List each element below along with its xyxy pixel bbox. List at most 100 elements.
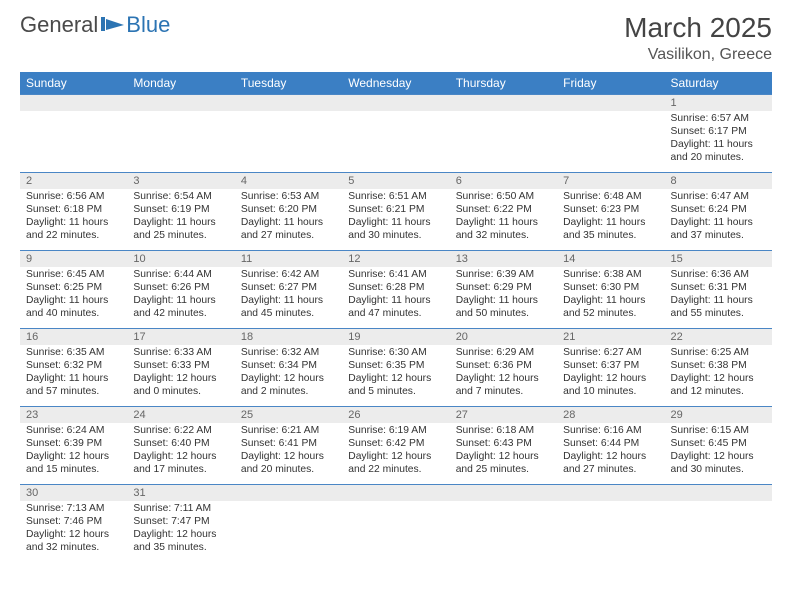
calendar-table: Sunday Monday Tuesday Wednesday Thursday… (20, 72, 772, 563)
day-cell: 4Sunrise: 6:53 AMSunset: 6:20 PMDaylight… (235, 173, 342, 251)
day-details: Sunrise: 6:27 AMSunset: 6:37 PMDaylight:… (557, 345, 664, 400)
empty-daynum (342, 485, 449, 501)
day-number: 30 (20, 485, 127, 501)
sunset-text: Sunset: 6:39 PM (26, 438, 121, 451)
sunrise-text: Sunrise: 6:53 AM (241, 191, 336, 204)
daylight-text: Daylight: 11 hours and 25 minutes. (133, 217, 228, 243)
day-number: 3 (127, 173, 234, 189)
sunrise-text: Sunrise: 6:16 AM (563, 425, 658, 438)
daylight-text: Daylight: 12 hours and 10 minutes. (563, 373, 658, 399)
day-details: Sunrise: 6:16 AMSunset: 6:44 PMDaylight:… (557, 423, 664, 478)
day-details: Sunrise: 7:11 AMSunset: 7:47 PMDaylight:… (127, 501, 234, 556)
day-header: Friday (557, 72, 664, 95)
sunset-text: Sunset: 6:30 PM (563, 282, 658, 295)
sunrise-text: Sunrise: 7:11 AM (133, 503, 228, 516)
day-cell: 31Sunrise: 7:11 AMSunset: 7:47 PMDayligh… (127, 485, 234, 563)
day-number: 26 (342, 407, 449, 423)
daylight-text: Daylight: 11 hours and 40 minutes. (26, 295, 121, 321)
day-cell (450, 485, 557, 563)
day-cell: 7Sunrise: 6:48 AMSunset: 6:23 PMDaylight… (557, 173, 664, 251)
day-cell: 15Sunrise: 6:36 AMSunset: 6:31 PMDayligh… (665, 251, 772, 329)
day-cell: 30Sunrise: 7:13 AMSunset: 7:46 PMDayligh… (20, 485, 127, 563)
sunset-text: Sunset: 6:17 PM (671, 126, 766, 139)
sunrise-text: Sunrise: 6:39 AM (456, 269, 551, 282)
day-cell (665, 485, 772, 563)
daylight-text: Daylight: 12 hours and 20 minutes. (241, 451, 336, 477)
day-cell: 28Sunrise: 6:16 AMSunset: 6:44 PMDayligh… (557, 407, 664, 485)
daylight-text: Daylight: 11 hours and 32 minutes. (456, 217, 551, 243)
sunrise-text: Sunrise: 6:29 AM (456, 347, 551, 360)
day-number: 20 (450, 329, 557, 345)
day-cell: 16Sunrise: 6:35 AMSunset: 6:32 PMDayligh… (20, 329, 127, 407)
sunrise-text: Sunrise: 6:41 AM (348, 269, 443, 282)
day-header: Thursday (450, 72, 557, 95)
day-details: Sunrise: 6:35 AMSunset: 6:32 PMDaylight:… (20, 345, 127, 400)
day-number: 14 (557, 251, 664, 267)
day-header: Tuesday (235, 72, 342, 95)
day-cell (557, 95, 664, 173)
day-cell: 22Sunrise: 6:25 AMSunset: 6:38 PMDayligh… (665, 329, 772, 407)
daylight-text: Daylight: 11 hours and 45 minutes. (241, 295, 336, 321)
day-number: 10 (127, 251, 234, 267)
sunset-text: Sunset: 6:41 PM (241, 438, 336, 451)
day-details: Sunrise: 6:22 AMSunset: 6:40 PMDaylight:… (127, 423, 234, 478)
day-number: 4 (235, 173, 342, 189)
sunrise-text: Sunrise: 6:18 AM (456, 425, 551, 438)
day-cell: 12Sunrise: 6:41 AMSunset: 6:28 PMDayligh… (342, 251, 449, 329)
sunset-text: Sunset: 6:24 PM (671, 204, 766, 217)
day-number: 13 (450, 251, 557, 267)
sunset-text: Sunset: 6:38 PM (671, 360, 766, 373)
week-row: 2Sunrise: 6:56 AMSunset: 6:18 PMDaylight… (20, 173, 772, 251)
day-details: Sunrise: 6:32 AMSunset: 6:34 PMDaylight:… (235, 345, 342, 400)
sunrise-text: Sunrise: 6:47 AM (671, 191, 766, 204)
day-number: 22 (665, 329, 772, 345)
day-number: 16 (20, 329, 127, 345)
day-cell: 11Sunrise: 6:42 AMSunset: 6:27 PMDayligh… (235, 251, 342, 329)
sunrise-text: Sunrise: 6:45 AM (26, 269, 121, 282)
daylight-text: Daylight: 11 hours and 27 minutes. (241, 217, 336, 243)
week-row: 16Sunrise: 6:35 AMSunset: 6:32 PMDayligh… (20, 329, 772, 407)
logo-text-b: Blue (126, 12, 170, 38)
empty-daynum (665, 485, 772, 501)
day-cell: 23Sunrise: 6:24 AMSunset: 6:39 PMDayligh… (20, 407, 127, 485)
sunset-text: Sunset: 6:19 PM (133, 204, 228, 217)
day-number: 25 (235, 407, 342, 423)
day-number: 31 (127, 485, 234, 501)
day-cell: 1Sunrise: 6:57 AMSunset: 6:17 PMDaylight… (665, 95, 772, 173)
day-details: Sunrise: 6:53 AMSunset: 6:20 PMDaylight:… (235, 189, 342, 244)
day-details: Sunrise: 6:36 AMSunset: 6:31 PMDaylight:… (665, 267, 772, 322)
day-details: Sunrise: 6:47 AMSunset: 6:24 PMDaylight:… (665, 189, 772, 244)
daylight-text: Daylight: 11 hours and 50 minutes. (456, 295, 551, 321)
day-header: Sunday (20, 72, 127, 95)
day-header: Monday (127, 72, 234, 95)
daylight-text: Daylight: 12 hours and 27 minutes. (563, 451, 658, 477)
day-cell: 8Sunrise: 6:47 AMSunset: 6:24 PMDaylight… (665, 173, 772, 251)
day-details: Sunrise: 6:39 AMSunset: 6:29 PMDaylight:… (450, 267, 557, 322)
day-cell: 29Sunrise: 6:15 AMSunset: 6:45 PMDayligh… (665, 407, 772, 485)
day-number: 2 (20, 173, 127, 189)
week-row: 1Sunrise: 6:57 AMSunset: 6:17 PMDaylight… (20, 95, 772, 173)
daylight-text: Daylight: 11 hours and 55 minutes. (671, 295, 766, 321)
logo: General Blue (20, 12, 170, 38)
sunset-text: Sunset: 6:23 PM (563, 204, 658, 217)
day-cell: 25Sunrise: 6:21 AMSunset: 6:41 PMDayligh… (235, 407, 342, 485)
day-cell: 26Sunrise: 6:19 AMSunset: 6:42 PMDayligh… (342, 407, 449, 485)
day-cell: 17Sunrise: 6:33 AMSunset: 6:33 PMDayligh… (127, 329, 234, 407)
sunrise-text: Sunrise: 6:54 AM (133, 191, 228, 204)
sunrise-text: Sunrise: 6:32 AM (241, 347, 336, 360)
day-details: Sunrise: 6:48 AMSunset: 6:23 PMDaylight:… (557, 189, 664, 244)
sunset-text: Sunset: 6:31 PM (671, 282, 766, 295)
day-number: 27 (450, 407, 557, 423)
sunrise-text: Sunrise: 6:48 AM (563, 191, 658, 204)
sunrise-text: Sunrise: 6:25 AM (671, 347, 766, 360)
day-details: Sunrise: 6:54 AMSunset: 6:19 PMDaylight:… (127, 189, 234, 244)
sunrise-text: Sunrise: 7:13 AM (26, 503, 121, 516)
sunset-text: Sunset: 6:36 PM (456, 360, 551, 373)
day-cell (20, 95, 127, 173)
daylight-text: Daylight: 12 hours and 22 minutes. (348, 451, 443, 477)
day-details: Sunrise: 6:30 AMSunset: 6:35 PMDaylight:… (342, 345, 449, 400)
day-cell (127, 95, 234, 173)
daylight-text: Daylight: 12 hours and 5 minutes. (348, 373, 443, 399)
day-details: Sunrise: 6:51 AMSunset: 6:21 PMDaylight:… (342, 189, 449, 244)
day-cell (235, 95, 342, 173)
